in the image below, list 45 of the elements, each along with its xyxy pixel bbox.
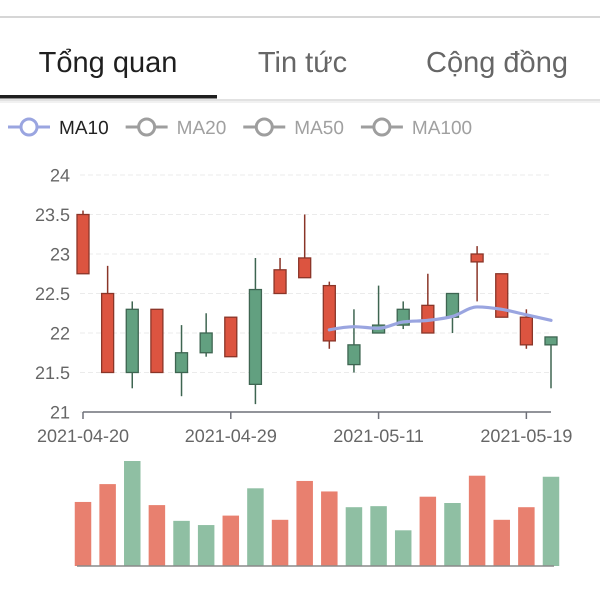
legend-label: MA100 <box>412 118 472 139</box>
candlestick <box>544 336 558 390</box>
legend-label: MA50 <box>294 118 344 139</box>
bar <box>99 484 116 566</box>
candlestick <box>347 308 361 374</box>
bar <box>542 476 560 566</box>
y-tick-label: 23 <box>50 244 70 264</box>
y-tick-label: 21 <box>50 402 70 422</box>
candlestick <box>200 312 213 358</box>
y-tick-label: 23.5 <box>34 205 70 225</box>
bar <box>444 503 461 566</box>
bar <box>222 516 240 566</box>
candlestick <box>273 257 287 294</box>
bar <box>420 496 436 566</box>
x-tick-label: 2021-05-11 <box>333 426 424 446</box>
bar <box>394 530 412 566</box>
candlestick <box>298 214 312 278</box>
bar <box>173 520 190 566</box>
x-tick-label: 2021-04-20 <box>36 426 130 446</box>
bar <box>247 488 264 566</box>
bar <box>321 491 338 566</box>
y-tick-label: 24 <box>50 166 70 186</box>
bar <box>198 525 214 566</box>
legend-label: MA20 <box>176 118 226 139</box>
text: Cộng đồng <box>426 47 568 79</box>
text: Tin tức <box>258 47 348 79</box>
legend-label: MA10 <box>59 118 109 139</box>
bar <box>296 480 313 566</box>
bar <box>124 461 141 566</box>
bar <box>370 506 387 566</box>
candlestick <box>470 245 484 302</box>
bar <box>468 476 486 566</box>
x-tick-label: 2021-04-29 <box>184 426 277 446</box>
y-tick-label: 22 <box>50 324 70 344</box>
bar <box>148 505 166 566</box>
bar <box>518 507 535 566</box>
bar <box>74 502 92 566</box>
bar <box>493 520 510 566</box>
y-tick-label: 22.5 <box>34 284 70 304</box>
x-tick-label: 2021-05-19 <box>480 426 572 446</box>
text: Tổng quan <box>38 47 178 79</box>
bar <box>272 520 288 566</box>
candlestick <box>174 324 188 397</box>
y-tick-label: 21.5 <box>34 363 70 383</box>
bar <box>346 507 362 566</box>
